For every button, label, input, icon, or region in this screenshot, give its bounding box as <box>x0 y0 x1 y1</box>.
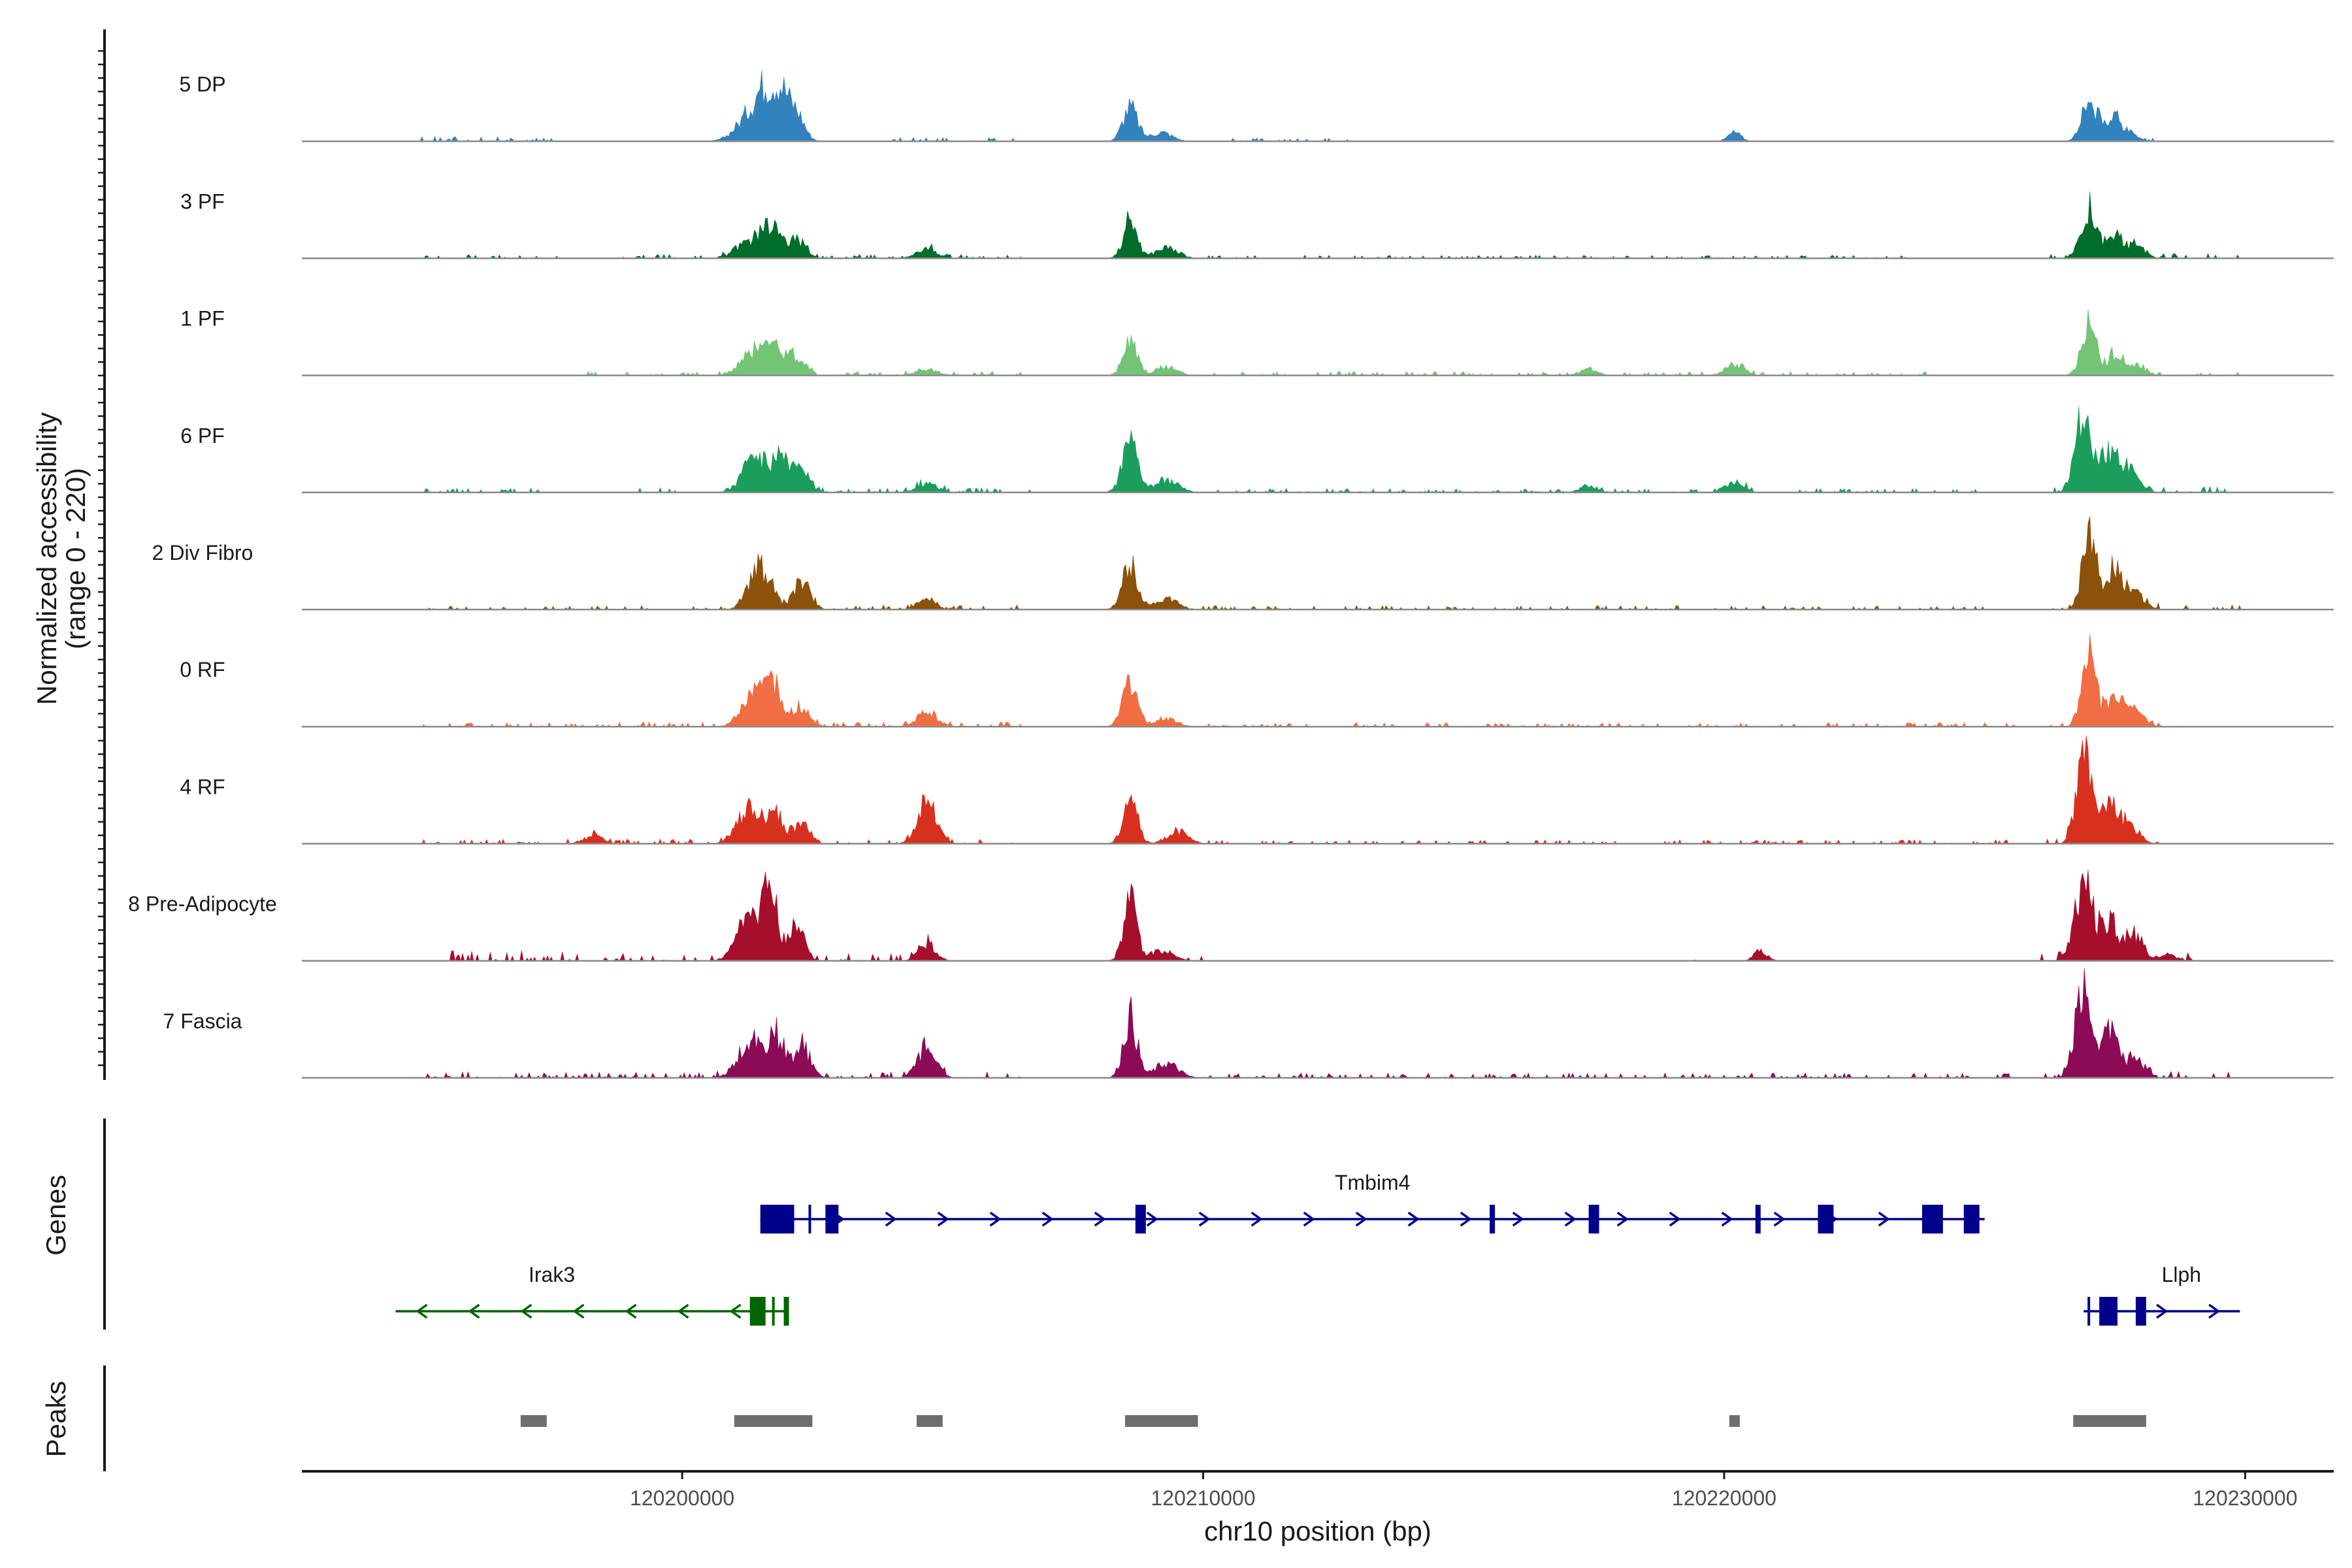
strand-arrow <box>1669 1211 1681 1227</box>
strand-arrow <box>1616 1211 1629 1227</box>
strand-arrow <box>1721 1211 1733 1227</box>
peak-regions-panel <box>520 1415 2146 1427</box>
exon <box>825 1205 839 1233</box>
y-axis-title-line1: Normalized accessibility <box>31 412 62 705</box>
track-label: 0 RF <box>180 658 225 681</box>
strand-arrow <box>2156 1303 2168 1319</box>
peak-region <box>734 1415 813 1427</box>
exon <box>1755 1205 1761 1233</box>
exon <box>760 1205 794 1233</box>
gene-annotation-panel: Tmbim4 Irak3 Llph <box>395 1171 2240 1326</box>
strand-arrow <box>1564 1211 1576 1227</box>
peak-region <box>1124 1415 1198 1427</box>
strand-arrow <box>729 1303 742 1319</box>
gene-irak3: Irak3 <box>395 1263 789 1326</box>
strand-arrow <box>625 1303 637 1319</box>
strand-arrow <box>520 1303 532 1319</box>
track-4-rf: 4 RF <box>180 735 2334 845</box>
strand-arrow <box>1250 1211 1263 1227</box>
x-tick-label: 120230000 <box>2193 1486 2297 1510</box>
track-0-rf: 0 RF <box>180 633 2334 728</box>
strand-arrow <box>468 1303 480 1319</box>
strand-arrow <box>937 1211 949 1227</box>
peak-region <box>1729 1415 1740 1427</box>
exon <box>749 1297 766 1326</box>
exon <box>1818 1205 1834 1233</box>
track-label: 2 Div Fibro <box>152 541 253 564</box>
exon <box>1922 1205 1943 1233</box>
strand-arrow <box>1355 1211 1367 1227</box>
exon <box>1490 1205 1495 1233</box>
track-label: 7 Fascia <box>163 1009 242 1033</box>
track-label: 8 Pre-Adipocyte <box>128 892 277 916</box>
coverage-tracks: 5 DP 3 PF 1 PF 6 PF 2 Div Fibro 0 RF 4 RF 8 Pre… <box>128 70 2334 1079</box>
exon <box>1135 1205 1146 1233</box>
genes-panel-label: Genes <box>41 1175 71 1256</box>
track-label: 4 RF <box>180 775 225 798</box>
gene-llph: Llph <box>2083 1263 2240 1326</box>
track-label: 3 PF <box>180 189 225 213</box>
track-6-pf: 6 PF <box>180 406 2334 494</box>
x-axis: 120200000 120210000 120220000 120230000 <box>630 1471 2298 1510</box>
track-label: 5 DP <box>179 73 225 96</box>
strand-arrow <box>677 1303 689 1319</box>
coverage-area <box>302 633 2334 727</box>
strand-arrow <box>416 1303 428 1319</box>
strand-arrow <box>1198 1211 1211 1227</box>
coverage-area <box>302 406 2334 493</box>
exon <box>783 1297 789 1326</box>
exon <box>1963 1205 1980 1233</box>
track-8-pre-adipocyte: 8 Pre-Adipocyte <box>128 870 2334 962</box>
coverage-area <box>302 191 2334 259</box>
gene-name-label: Llph <box>2162 1263 2202 1286</box>
peak-region <box>916 1415 943 1427</box>
coverage-area <box>302 309 2334 376</box>
x-tick-label: 120200000 <box>630 1486 734 1510</box>
gene-name-label: Tmbim4 <box>1335 1171 1411 1194</box>
track-3-pf: 3 PF <box>180 189 2334 259</box>
exon <box>2135 1297 2146 1326</box>
track-1-pf: 1 PF <box>180 307 2334 376</box>
strand-arrow <box>1460 1211 1472 1227</box>
peak-region <box>520 1415 547 1427</box>
track-2-div-fibro: 2 Div Fibro <box>152 516 2334 611</box>
coverage-area <box>302 70 2334 142</box>
coverage-area <box>302 516 2334 610</box>
exon <box>2099 1297 2118 1326</box>
strand-arrow <box>1878 1211 1890 1227</box>
peak-region <box>2073 1415 2146 1427</box>
x-axis-title: chr10 position (bp) <box>1204 1516 1431 1546</box>
peaks-panel-label: Peaks <box>41 1381 71 1458</box>
coverage-y-axis-ticks <box>98 50 105 1066</box>
strand-arrow <box>1303 1211 1315 1227</box>
strand-arrow <box>572 1303 585 1319</box>
track-5-dp: 5 DP <box>179 70 2334 142</box>
track-7-fascia: 7 Fascia <box>163 968 2334 1079</box>
strand-arrow <box>2208 1303 2221 1319</box>
gene-name-label: Irak3 <box>529 1263 575 1286</box>
coverage-area <box>302 870 2334 962</box>
strand-arrow <box>1512 1211 1524 1227</box>
strand-arrow <box>1146 1211 1158 1227</box>
strand-arrow <box>1407 1211 1420 1227</box>
x-tick-label: 120210000 <box>1151 1486 1255 1510</box>
strand-arrow <box>1773 1211 1786 1227</box>
gene-tmbim4: Tmbim4 <box>760 1171 1985 1233</box>
track-label: 1 PF <box>180 307 225 331</box>
y-axis-title-line2: (range 0 - 220) <box>60 468 91 649</box>
strand-arrow <box>989 1211 1002 1227</box>
track-label: 6 PF <box>180 424 225 448</box>
exon <box>1588 1205 1599 1233</box>
x-tick-label: 120220000 <box>1672 1486 1776 1510</box>
coverage-area <box>302 735 2334 845</box>
strand-arrow <box>1094 1211 1106 1227</box>
coverage-area <box>302 968 2334 1079</box>
strand-arrow <box>885 1211 897 1227</box>
strand-arrow <box>1041 1211 1054 1227</box>
